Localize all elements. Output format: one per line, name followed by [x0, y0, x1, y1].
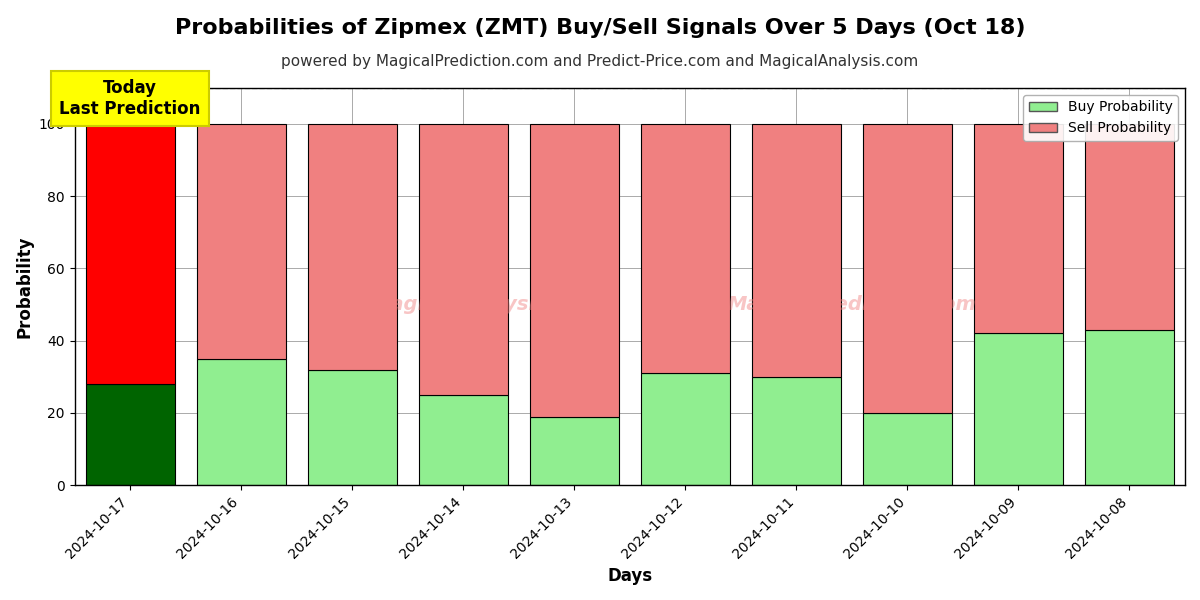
Text: MagicalAnalysis.com: MagicalAnalysis.com [371, 295, 600, 314]
Bar [863, 413, 952, 485]
Bar [752, 377, 841, 485]
Bar [419, 124, 508, 395]
Bar [1085, 124, 1174, 330]
Bar [85, 384, 174, 485]
Text: MagicalPrediction.com: MagicalPrediction.com [727, 295, 977, 314]
Bar [641, 373, 730, 485]
Legend: Buy Probability, Sell Probability: Buy Probability, Sell Probability [1024, 95, 1178, 141]
Bar [197, 359, 286, 485]
Bar [308, 370, 397, 485]
Bar [85, 124, 174, 384]
Bar [974, 124, 1063, 334]
Bar [530, 416, 619, 485]
Bar [308, 124, 397, 370]
Bar [974, 334, 1063, 485]
Bar [530, 124, 619, 416]
Text: powered by MagicalPrediction.com and Predict-Price.com and MagicalAnalysis.com: powered by MagicalPrediction.com and Pre… [281, 54, 919, 69]
Bar [197, 124, 286, 359]
Text: Today
Last Prediction: Today Last Prediction [60, 79, 200, 118]
Bar [419, 395, 508, 485]
Bar [1085, 330, 1174, 485]
Bar [752, 124, 841, 377]
X-axis label: Days: Days [607, 567, 653, 585]
Bar [641, 124, 730, 373]
Y-axis label: Probability: Probability [16, 235, 34, 338]
Text: Probabilities of Zipmex (ZMT) Buy/Sell Signals Over 5 Days (Oct 18): Probabilities of Zipmex (ZMT) Buy/Sell S… [175, 18, 1025, 38]
Bar [863, 124, 952, 413]
